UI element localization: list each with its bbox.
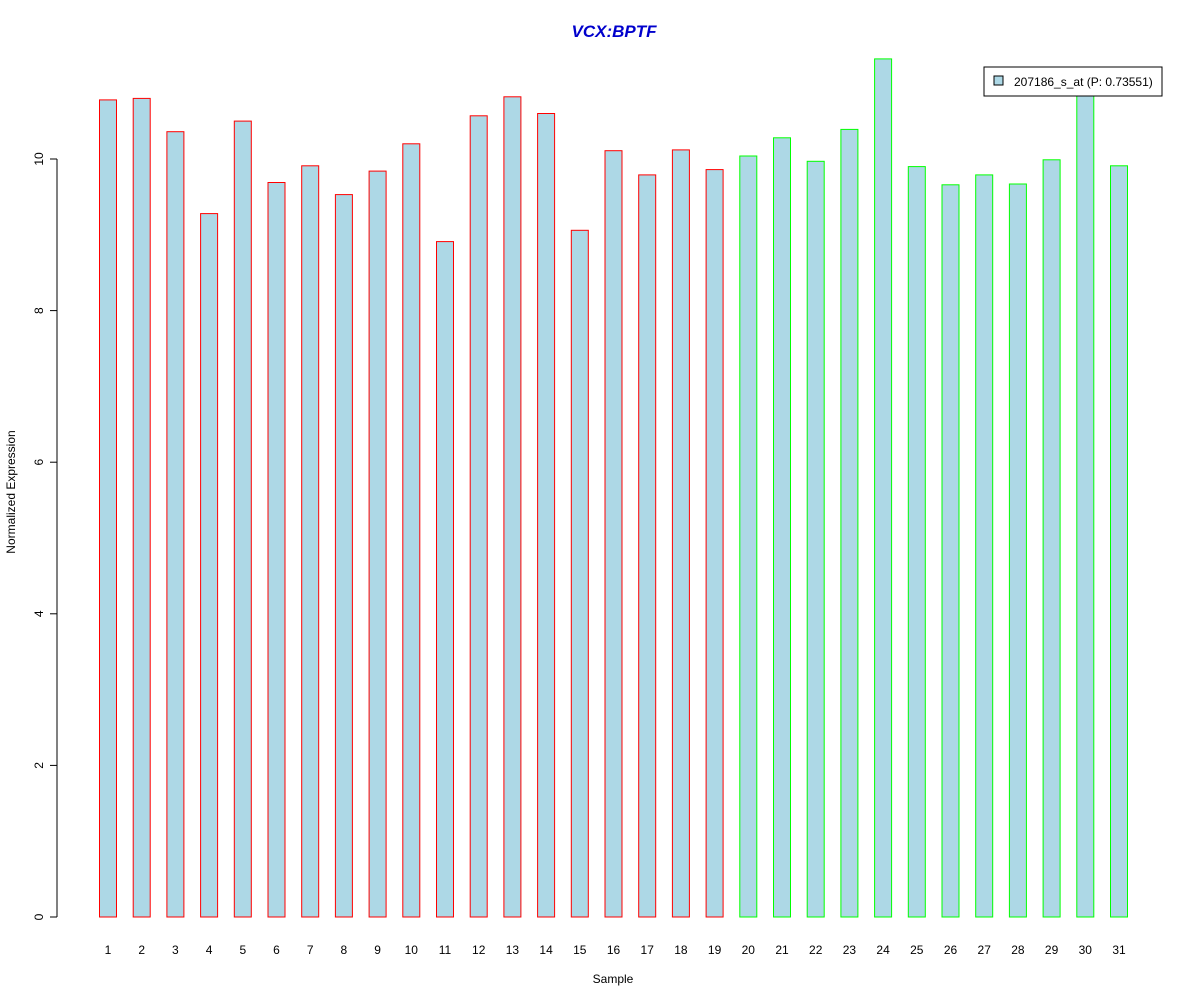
chart-title: VCX:BPTF — [572, 22, 658, 41]
bar-sample-12 — [469, 115, 488, 918]
legend-box — [983, 66, 1163, 97]
x-tick-label-19: 19 — [708, 943, 722, 957]
x-tick-label-20: 20 — [742, 943, 756, 957]
bar-sample-16 — [604, 150, 623, 918]
bar-sample-31 — [1110, 165, 1128, 918]
x-tick-label-3: 3 — [172, 943, 179, 957]
x-tick-label-4: 4 — [206, 943, 213, 957]
bar-sample-10 — [402, 143, 421, 918]
y-tick-label: 2 — [32, 762, 46, 769]
bar-sample-7 — [301, 165, 320, 918]
bar-sample-9 — [368, 170, 387, 918]
legend: 207186_s_at (P: 0.73551) — [983, 66, 1163, 97]
legend-label: 207186_s_at (P: 0.73551) — [1014, 75, 1153, 89]
bar-sample-18 — [671, 149, 690, 918]
x-tick-label-22: 22 — [809, 943, 823, 957]
x-tick-label-15: 15 — [573, 943, 587, 957]
x-tick-label-24: 24 — [876, 943, 890, 957]
x-tick-label-23: 23 — [843, 943, 857, 957]
bar-sample-11 — [436, 241, 454, 918]
x-tick-labels: 1 2 3 4 5 6 7 8 9 10 11 12 13 14 15 16 17 18 19 20 21 22 23 24 2… — [105, 943, 1126, 957]
bar-sample-4 — [200, 213, 219, 918]
x-tick-label-6: 6 — [273, 943, 280, 957]
x-tick-label-28: 28 — [1011, 943, 1025, 957]
x-tick-label-12: 12 — [472, 943, 486, 957]
bar-sample-5 — [233, 120, 252, 918]
y-tick-label: 8 — [32, 307, 46, 314]
bar-sample-6 — [267, 182, 286, 918]
bar-sample-24 — [874, 58, 893, 918]
x-tick-label-2: 2 — [138, 943, 145, 957]
x-tick-label-13: 13 — [506, 943, 520, 957]
x-tick-label-7: 7 — [307, 943, 314, 957]
bar-sample-30 — [1076, 85, 1095, 918]
x-tick-label-11: 11 — [439, 943, 452, 957]
bar-sample-25 — [907, 166, 926, 918]
x-tick-label-31: 31 — [1112, 943, 1126, 957]
bar-sample-29 — [1042, 159, 1061, 918]
x-tick-label-17: 17 — [641, 943, 655, 957]
y-axis: 0 2 4 6 8 10 — [32, 152, 58, 920]
y-tick-label: 0 — [32, 913, 46, 920]
x-tick-label-5: 5 — [239, 943, 246, 957]
x-tick-label-29: 29 — [1045, 943, 1059, 957]
bar-sample-15 — [570, 229, 589, 918]
x-tick-label-25: 25 — [910, 943, 924, 957]
bar-sample-2 — [132, 97, 151, 918]
bar-sample-3 — [166, 131, 185, 918]
y-tick-label: 4 — [32, 610, 46, 617]
x-tick-label-26: 26 — [944, 943, 958, 957]
x-tick-label-21: 21 — [775, 943, 789, 957]
bar-sample-19 — [705, 169, 724, 918]
bar-sample-21 — [773, 137, 791, 918]
bar-sample-20 — [739, 155, 758, 918]
bar-sample-14 — [537, 113, 556, 918]
bar-sample-13 — [503, 96, 522, 918]
legend-swatch — [993, 75, 1004, 86]
x-tick-label-16: 16 — [607, 943, 621, 957]
x-tick-label-14: 14 — [539, 943, 553, 957]
x-tick-label-8: 8 — [341, 943, 348, 957]
y-tick-label: 10 — [32, 152, 46, 166]
x-tick-label-30: 30 — [1079, 943, 1093, 957]
bar-sample-1 — [99, 99, 117, 918]
x-axis-label: Sample — [593, 972, 634, 986]
bar-sample-22 — [806, 160, 825, 918]
x-tick-label-1: 1 — [105, 943, 112, 957]
bars — [99, 58, 1128, 918]
bar-sample-27 — [975, 174, 994, 918]
bar-sample-23 — [840, 128, 859, 918]
x-tick-label-18: 18 — [674, 943, 688, 957]
x-tick-label-27: 27 — [978, 943, 992, 957]
y-axis-label: Normalized Expression — [4, 430, 18, 553]
y-tick-label: 6 — [32, 459, 46, 466]
bar-sample-28 — [1008, 183, 1027, 918]
bar-sample-8 — [334, 194, 353, 918]
bar-sample-26 — [941, 184, 960, 918]
bar-sample-17 — [638, 174, 657, 918]
x-tick-label-10: 10 — [405, 943, 419, 957]
x-tick-label-9: 9 — [374, 943, 381, 957]
